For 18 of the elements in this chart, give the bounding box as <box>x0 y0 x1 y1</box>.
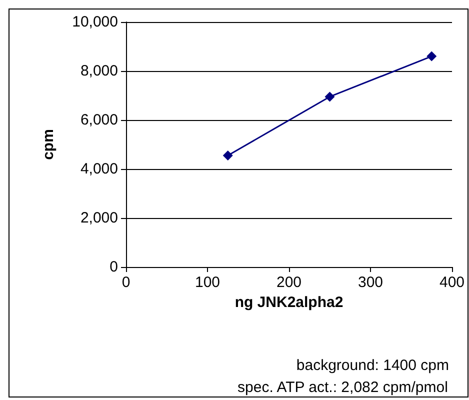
y-tick-label: 2,000 <box>80 210 118 226</box>
y-tick-label: 8,000 <box>80 62 118 80</box>
x-tick-label: 400 <box>439 274 465 291</box>
x-axis-title: ng JNK2alpha2 <box>234 294 344 311</box>
y-axis-title: cpm <box>40 129 57 160</box>
text: background: 1400 cpm <box>296 357 450 374</box>
y-tick-label: 10,000 <box>72 14 118 30</box>
point <box>324 92 335 102</box>
y-tick-label: 0 <box>110 258 118 276</box>
y-tick-label: 6,000 <box>80 112 118 128</box>
x-tick-label: 300 <box>358 274 384 291</box>
point <box>222 150 233 161</box>
text: spec. ATP act.: 2,082 cpm/pmol <box>238 379 448 396</box>
x-tick-label: 100 <box>194 274 220 291</box>
y-tick-label: 4,000 <box>80 160 118 178</box>
x-tick-label: 200 <box>276 274 302 291</box>
x-tick-label: 0 <box>122 274 130 291</box>
point <box>426 51 437 62</box>
